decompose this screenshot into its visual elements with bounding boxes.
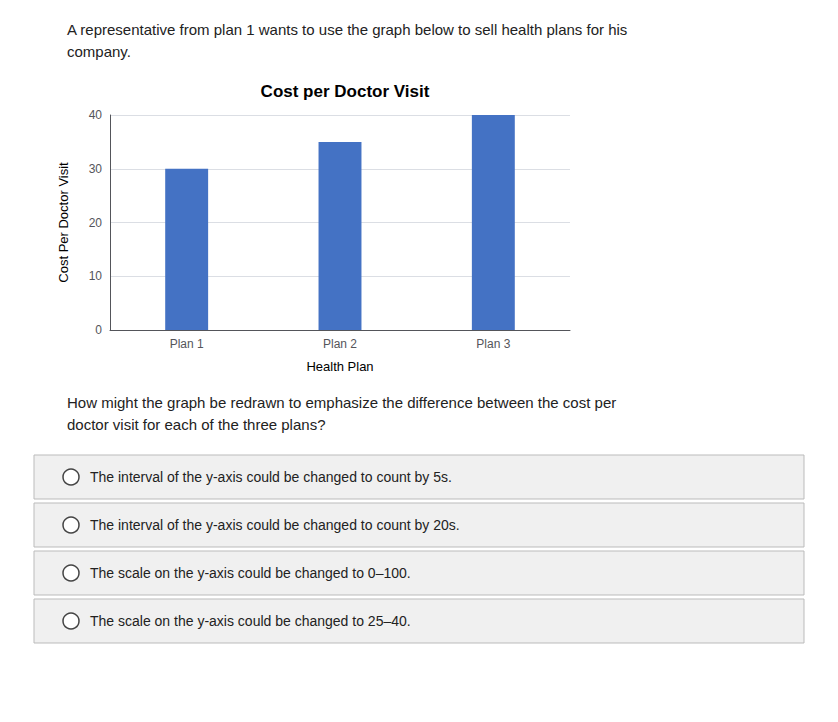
svg-text:0: 0 [95,323,102,337]
svg-text:The scale on the y-axis could: The scale on the y-axis could be changed… [90,565,411,581]
svg-text:How might the graph be redrawn: How might the graph be redrawn to emphas… [67,394,616,411]
svg-text:Cost Per Doctor Visit: Cost Per Doctor Visit [56,162,71,283]
svg-text:Plan 3: Plan 3 [476,337,510,351]
svg-text:A representative from plan 1 w: A representative from plan 1 wants to us… [67,21,627,38]
svg-text:company.: company. [67,43,131,60]
svg-text:The scale on the y-axis could: The scale on the y-axis could be changed… [90,613,411,629]
svg-text:Health Plan: Health Plan [306,359,373,374]
svg-text:20: 20 [89,216,103,230]
svg-text:40: 40 [89,108,103,122]
svg-text:Cost per Doctor Visit: Cost per Doctor Visit [261,82,430,101]
svg-text:30: 30 [89,162,103,176]
svg-text:doctor visit for each of the t: doctor visit for each of the three plans… [67,416,325,433]
svg-text:The interval of the y-axis cou: The interval of the y-axis could be chan… [90,469,452,485]
svg-text:The interval of the y-axis cou: The interval of the y-axis could be chan… [90,517,460,533]
svg-text:Plan 2: Plan 2 [323,337,357,351]
svg-text:10: 10 [89,269,103,283]
svg-text:Plan 1: Plan 1 [170,337,204,351]
